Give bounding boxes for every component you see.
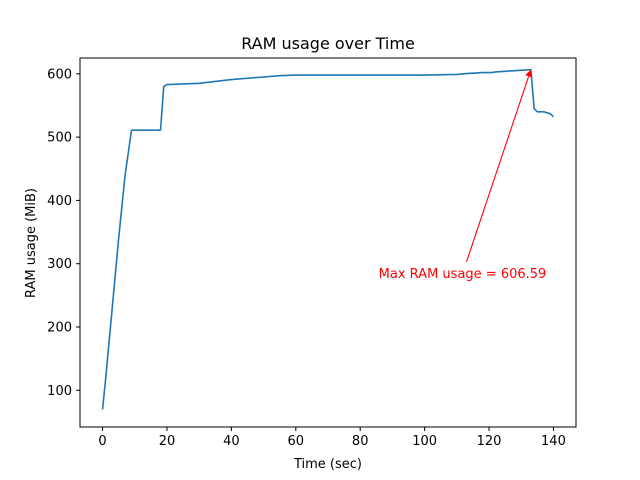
y-tick-label: 600 — [47, 67, 72, 82]
x-tick-label: 120 — [477, 434, 502, 449]
y-tick-label: 500 — [47, 131, 72, 146]
x-axis: 0 20 40 60 80 100 120 140 — [98, 427, 566, 449]
plot-area — [79, 57, 577, 428]
axes-frame — [79, 57, 577, 428]
x-tick-label: 100 — [412, 434, 437, 449]
max-annotation: Max RAM usage = 606.59 — [379, 69, 547, 282]
x-tick-label: 0 — [98, 434, 106, 449]
annotation-text: Max RAM usage = 606.59 — [379, 267, 547, 282]
annotation-arrow-head — [525, 69, 532, 78]
y-tick-label: 200 — [47, 320, 72, 335]
chart-title: RAM usage over Time — [241, 34, 415, 53]
y-axis-label: RAM usage (MiB) — [24, 188, 39, 298]
y-tick-label: 300 — [47, 257, 72, 272]
y-tick-label: 100 — [47, 384, 72, 399]
x-tick-label: 60 — [288, 434, 305, 449]
x-tick-label: 40 — [223, 434, 240, 449]
x-tick-label: 80 — [352, 434, 369, 449]
x-tick-label: 140 — [541, 434, 566, 449]
annotation-arrow-line — [465, 76, 530, 262]
y-tick-label: 400 — [47, 194, 72, 209]
series-line-0 — [101, 68, 555, 410]
y-axis: 100 200 300 400 500 600 — [47, 67, 80, 399]
x-tick-label: 20 — [159, 434, 176, 449]
x-axis-label: Time (sec) — [293, 457, 362, 472]
